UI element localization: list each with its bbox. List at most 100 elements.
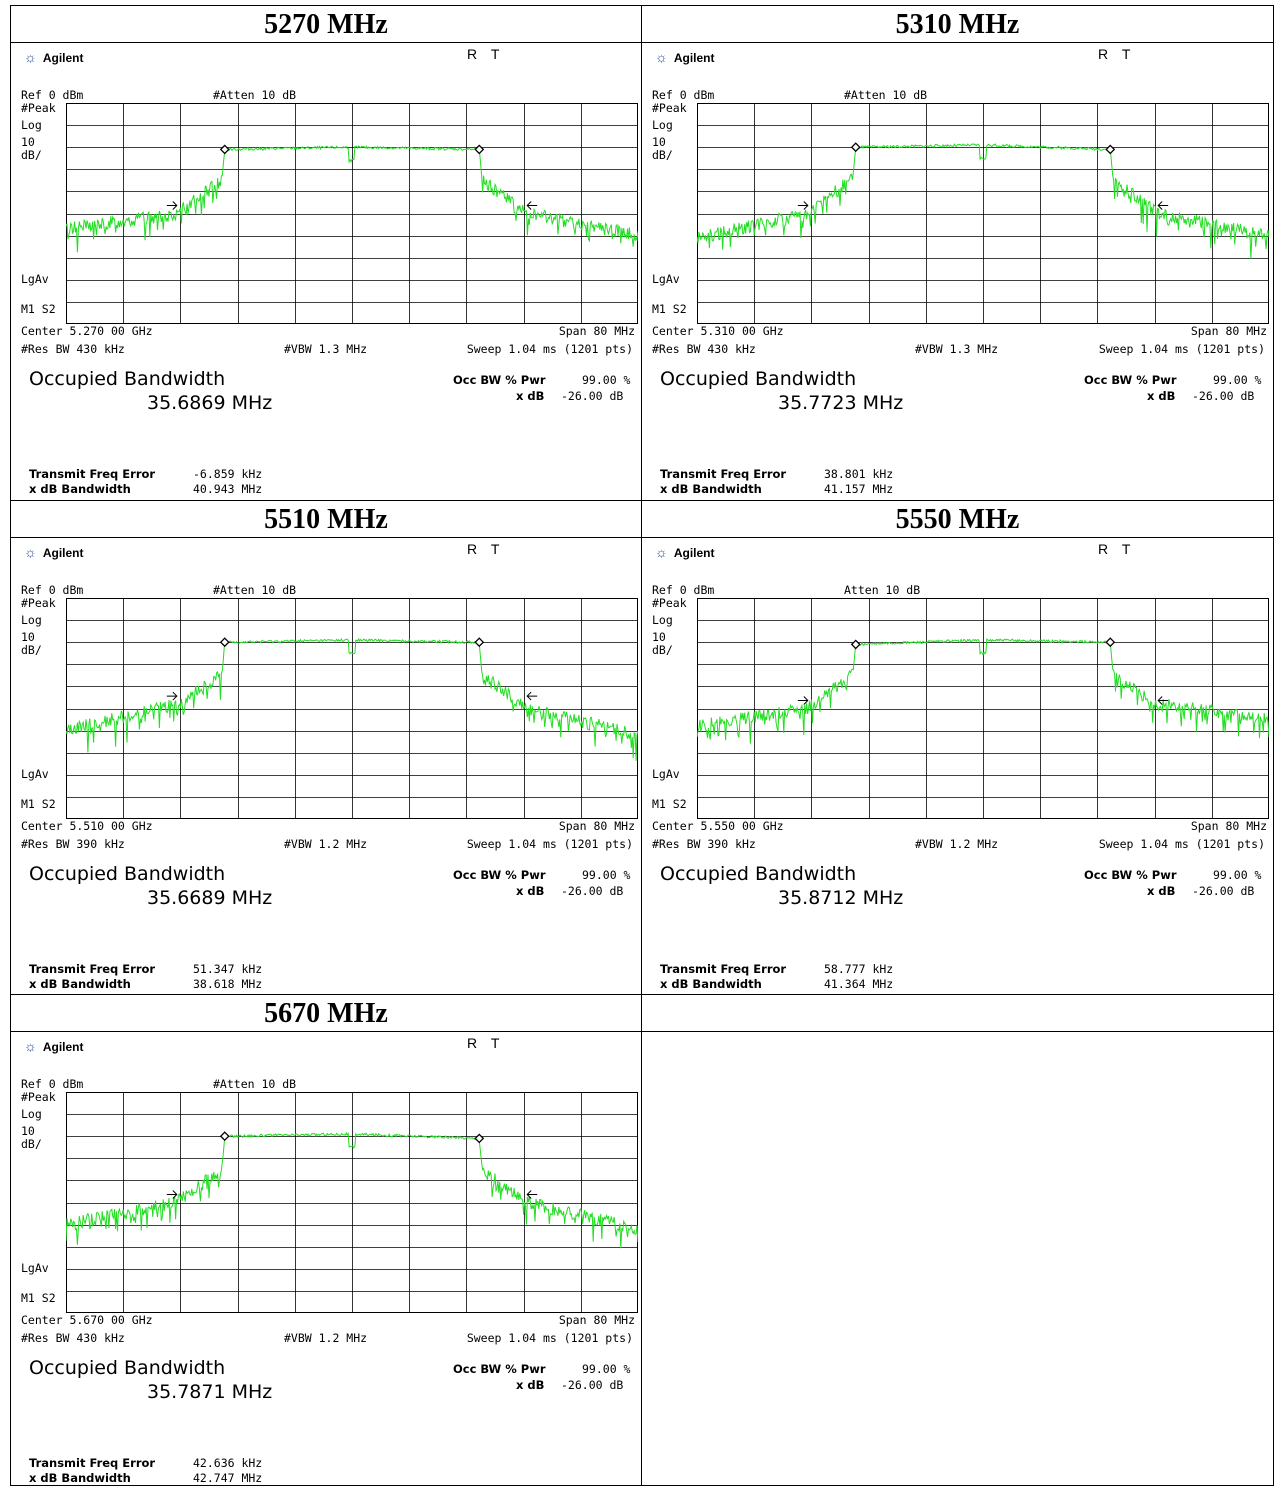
spectrum-cell: 5670 MHz ☼ Agilent RT Ref 0 dBm #Atten 10… [11,995,641,1485]
logo-text: Agilent [42,1040,84,1054]
transmit-freq-error-value: 58.777 kHz [824,962,894,976]
graticule-frame [697,103,1269,324]
cell-title: 5510 MHz [11,501,641,538]
xdb-arrow-right [1157,201,1169,210]
spectrum-svg [66,1092,638,1313]
vbw: #VBW 1.2 MHz [284,837,368,851]
transmit-freq-error-label: Transmit Freq Error [660,467,787,481]
spectrum-svg [66,598,638,819]
ref-level: Ref 0 dBm [21,1077,84,1091]
marker-diamond [850,142,861,153]
scale-value: 10 [21,630,35,644]
logo-text: Agilent [42,51,84,65]
marker-diamond [474,637,485,648]
transmit-freq-error-value: 51.347 kHz [193,962,263,976]
rt-indicator: RT [1098,541,1145,557]
center-frequency: Center 5.270 00 GHz [21,324,153,338]
scale-value: 10 [652,135,666,149]
spectrum-svg [697,103,1269,324]
xdb-arrow-left [166,201,178,210]
occ-bw-pwr-label: Occ BW % Pwr [453,868,546,882]
vbw: #VBW 1.2 MHz [915,837,999,851]
center-frequency: Center 5.550 00 GHz [652,819,784,833]
center-frequency: Center 5.310 00 GHz [652,324,784,338]
scale-peak: #Peak [21,101,56,115]
table-divider [641,6,642,1485]
spectrum-plot [66,1092,638,1313]
xdb-bandwidth-value: 41.364 MHz [824,977,894,991]
lgav-label: LgAv [21,767,49,781]
xdb-arrow-left [166,691,178,701]
marker-diamond [219,637,230,648]
xdb-bandwidth-label: x dB Bandwidth [660,482,762,496]
occupied-bandwidth-value: 35.8712 MHz [778,887,904,909]
xdb-bandwidth-value: 40.943 MHz [193,482,263,496]
marker-diamond [850,639,861,650]
agilent-sun-icon: ☼ [24,544,37,560]
xdb-arrow-left [797,696,809,705]
rt-indicator: RT [467,1035,514,1051]
xdb-label: x dB [1147,884,1176,898]
spectrum-plot [697,598,1269,819]
xdb-label: x dB [516,884,545,898]
attenuation: #Atten 10 dB [213,583,297,597]
agilent-logo: ☼ Agilent [655,544,715,560]
scale-value: 10 [21,135,35,149]
spectrum-trace [697,638,1269,744]
transmit-freq-error-value: 38.801 kHz [824,467,894,481]
res-bw: #Res BW 430 kHz [21,1331,125,1345]
xdb-arrow-right [1157,696,1169,705]
xdb-arrow-right [526,1190,538,1199]
rt-indicator: RT [467,541,514,557]
occ-bw-pwr-label: Occ BW % Pwr [453,373,546,387]
span: Span 80 MHz [1190,324,1267,338]
scale-unit: dB/ [21,1137,42,1151]
span: Span 80 MHz [558,819,635,833]
rt-indicator: RT [1098,46,1145,62]
occ-bw-pwr-value: 99.00 % [582,1362,631,1376]
scale-unit: dB/ [652,643,673,657]
span: Span 80 MHz [558,1313,635,1327]
occ-bw-pwr-value: 99.00 % [1213,373,1262,387]
xdb-bandwidth-value: 42.747 MHz [193,1471,263,1485]
occupied-bandwidth-title: Occupied Bandwidth [660,863,857,885]
agilent-sun-icon: ☼ [24,49,37,65]
spectrum-cell: 5510 MHz ☼ Agilent RT Ref 0 dBm #Atten 10… [11,501,641,995]
scale-log: Log [21,118,42,132]
occupied-bandwidth-title: Occupied Bandwidth [29,368,226,390]
occ-bw-pwr-value: 99.00 % [582,373,631,387]
logo-text: Agilent [673,546,715,560]
xdb-label: x dB [516,389,545,403]
attenuation: #Atten 10 dB [213,1077,297,1091]
marker-label: M1 S2 [21,302,56,316]
spectrum-svg [66,103,638,324]
scale-unit: dB/ [652,148,673,162]
transmit-freq-error-value: -6.859 kHz [193,467,263,481]
analyzer-screen: ☼ Agilent RT Ref 0 dBm #Atten 10 dB #Peak… [11,538,641,995]
spectrum-trace [66,637,638,761]
xdb-value: -26.00 dB [561,1378,624,1392]
spectrum-plot [66,103,638,324]
table-divider [11,994,1273,995]
res-bw: #Res BW 430 kHz [652,342,756,356]
spectrum-plot [66,598,638,819]
occupied-bandwidth-value: 35.7723 MHz [778,392,904,414]
scale-log: Log [652,613,673,627]
spectrum-plot [697,103,1269,324]
ref-level: Ref 0 dBm [21,583,84,597]
sweep: Sweep 1.04 ms (1201 pts) [466,342,633,356]
occ-bw-pwr-label: Occ BW % Pwr [453,1362,546,1376]
analyzer-screen: ☼ Agilent RT Ref 0 dBm #Atten 10 dB #Peak… [642,43,1273,500]
marker-label: M1 S2 [652,797,687,811]
scale-value: 10 [652,630,666,644]
transmit-freq-error-label: Transmit Freq Error [660,962,787,976]
sweep: Sweep 1.04 ms (1201 pts) [1098,837,1265,851]
agilent-logo: ☼ Agilent [655,49,715,65]
spectrum-cell: 5270 MHz ☼ Agilent RT Ref 0 dBm #Atten 10… [11,6,641,500]
scale-log: Log [21,1107,42,1121]
marker-diamond [219,1131,230,1142]
occupied-bandwidth-title: Occupied Bandwidth [29,863,226,885]
agilent-logo: ☼ Agilent [24,544,84,560]
res-bw: #Res BW 390 kHz [652,837,756,851]
xdb-value: -26.00 dB [561,884,624,898]
